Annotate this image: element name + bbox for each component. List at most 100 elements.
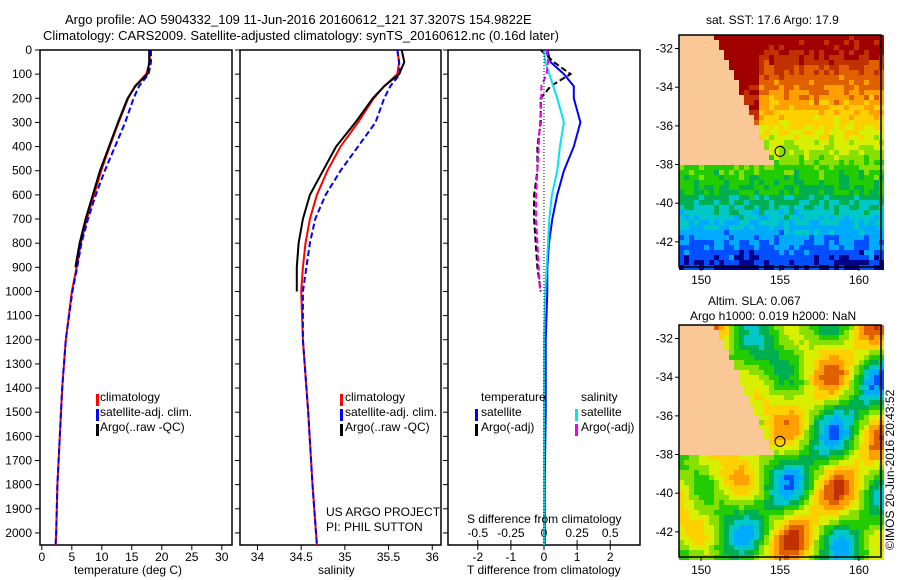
map-cell [829,365,834,370]
diff-legend-t-argo: Argo(-adj) [481,420,535,434]
map-cell [724,255,729,260]
map-cell [874,405,879,410]
map-cell [819,370,824,375]
map-cell [789,200,794,205]
map-cell [819,330,824,335]
map-cell [784,160,789,165]
map-cell [834,260,839,265]
map-cell [774,105,779,110]
map-cell [769,500,774,505]
map-cell [699,220,704,225]
map-cell [789,545,794,550]
map-cell [694,415,699,420]
map-cell [699,100,704,105]
map-cell [774,330,779,335]
map-cell [774,155,779,160]
map-cell [684,135,689,140]
map-cell [699,215,704,220]
map-cell [764,45,769,50]
map-cell [684,420,689,425]
map-cell [849,135,854,140]
map-cell [859,485,864,490]
map-cell [769,200,774,205]
map-cell [804,500,809,505]
map-cell [814,500,819,505]
map-cell [829,405,834,410]
map-cell [719,350,724,355]
map-cell [704,120,709,125]
map-cell [694,245,699,250]
map-cell [694,105,699,110]
map-cell [689,260,694,265]
map-cell [864,480,869,485]
map-cell [854,100,859,105]
map-cell [779,140,784,145]
map-cell [714,470,719,475]
map-cell [784,140,789,145]
map-cell [839,85,844,90]
map-cell [819,430,824,435]
map-cell [769,160,774,165]
map-cell [739,400,744,405]
map-cell [814,90,819,95]
map-cell [789,495,794,500]
map-cell [814,130,819,135]
map-cell [804,85,809,90]
map-cell [744,95,749,100]
map-cell [784,250,789,255]
map-cell [834,520,839,525]
map-cell [804,415,809,420]
map-cell [804,380,809,385]
map-cell [824,85,829,90]
map-cell [754,430,759,435]
map-cell [714,150,719,155]
map-cell [789,235,794,240]
map-cell [809,190,814,195]
map-cell [819,345,824,350]
temperature-xtick-label: 30 [215,550,229,564]
map-cell [754,540,759,545]
map-cell [839,445,844,450]
map-cell [799,400,804,405]
map-cell [684,380,689,385]
map-cell [719,330,724,335]
map-cell [774,540,779,545]
map-cell [714,130,719,135]
map-cell [699,375,704,380]
map-cell [819,100,824,105]
map-cell [759,220,764,225]
map-cell [874,465,879,470]
map-cell [739,85,744,90]
map-cell [724,220,729,225]
map-cell [689,205,694,210]
map-cell [724,165,729,170]
map-cell [789,435,794,440]
map-cell [854,145,859,150]
map-cell [764,520,769,525]
map-cell [779,490,784,495]
map-cell [809,195,814,200]
map-cell [754,220,759,225]
map-cell [734,55,739,60]
map-cell [834,135,839,140]
map-cell [839,80,844,85]
map-cell [789,340,794,345]
map-cell [719,230,724,235]
map-cell [744,150,749,155]
map-cell [694,435,699,440]
map-cell [679,475,684,480]
map-cell [709,390,714,395]
map-cell [809,50,814,55]
map-cell [724,420,729,425]
map-cell [734,70,739,75]
map-cell [784,135,789,140]
map-cell [699,400,704,405]
map-cell [854,250,859,255]
map-cell [844,245,849,250]
argo-position-marker [774,435,786,447]
map-cell [679,515,684,520]
map-cell [854,180,859,185]
map-cell [789,255,794,260]
map-cell [824,465,829,470]
map-cell [779,360,784,365]
